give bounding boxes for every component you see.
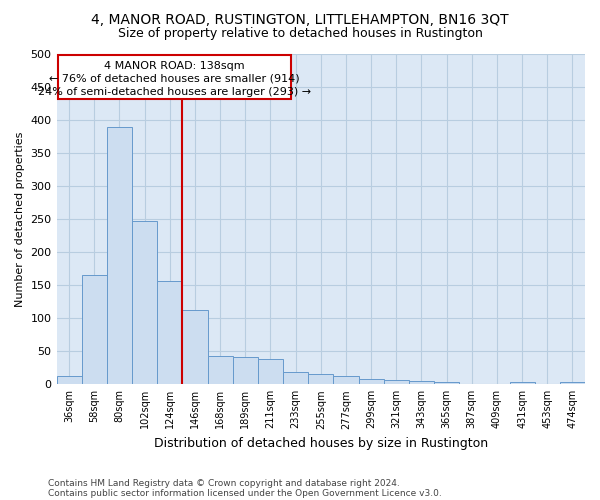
Text: Contains HM Land Registry data © Crown copyright and database right 2024.: Contains HM Land Registry data © Crown c… [48,478,400,488]
Text: Contains public sector information licensed under the Open Government Licence v3: Contains public sector information licen… [48,488,442,498]
Bar [334,376,359,384]
Text: Size of property relative to detached houses in Rustington: Size of property relative to detached ho… [118,28,482,40]
Bar [560,382,585,384]
Bar [107,126,132,384]
Text: 4 MANOR ROAD: 138sqm: 4 MANOR ROAD: 138sqm [104,60,244,70]
Bar [233,356,258,384]
Bar [182,310,208,384]
Bar [157,280,182,384]
Bar [434,382,459,384]
Bar [208,356,233,384]
Bar [283,372,308,384]
Bar [258,359,283,384]
Bar [56,376,82,384]
Bar [82,276,107,384]
Text: 4, MANOR ROAD, RUSTINGTON, LITTLEHAMPTON, BN16 3QT: 4, MANOR ROAD, RUSTINGTON, LITTLEHAMPTON… [91,12,509,26]
Bar [359,379,383,384]
Bar [132,221,157,384]
Text: 24% of semi-detached houses are larger (293) →: 24% of semi-detached houses are larger (… [38,87,311,97]
X-axis label: Distribution of detached houses by size in Rustington: Distribution of detached houses by size … [154,437,488,450]
Text: ← 76% of detached houses are smaller (914): ← 76% of detached houses are smaller (91… [49,74,299,84]
Bar [509,382,535,384]
FancyBboxPatch shape [58,56,290,99]
Bar [409,381,434,384]
Bar [383,380,409,384]
Bar [308,374,334,384]
Y-axis label: Number of detached properties: Number of detached properties [15,132,25,307]
